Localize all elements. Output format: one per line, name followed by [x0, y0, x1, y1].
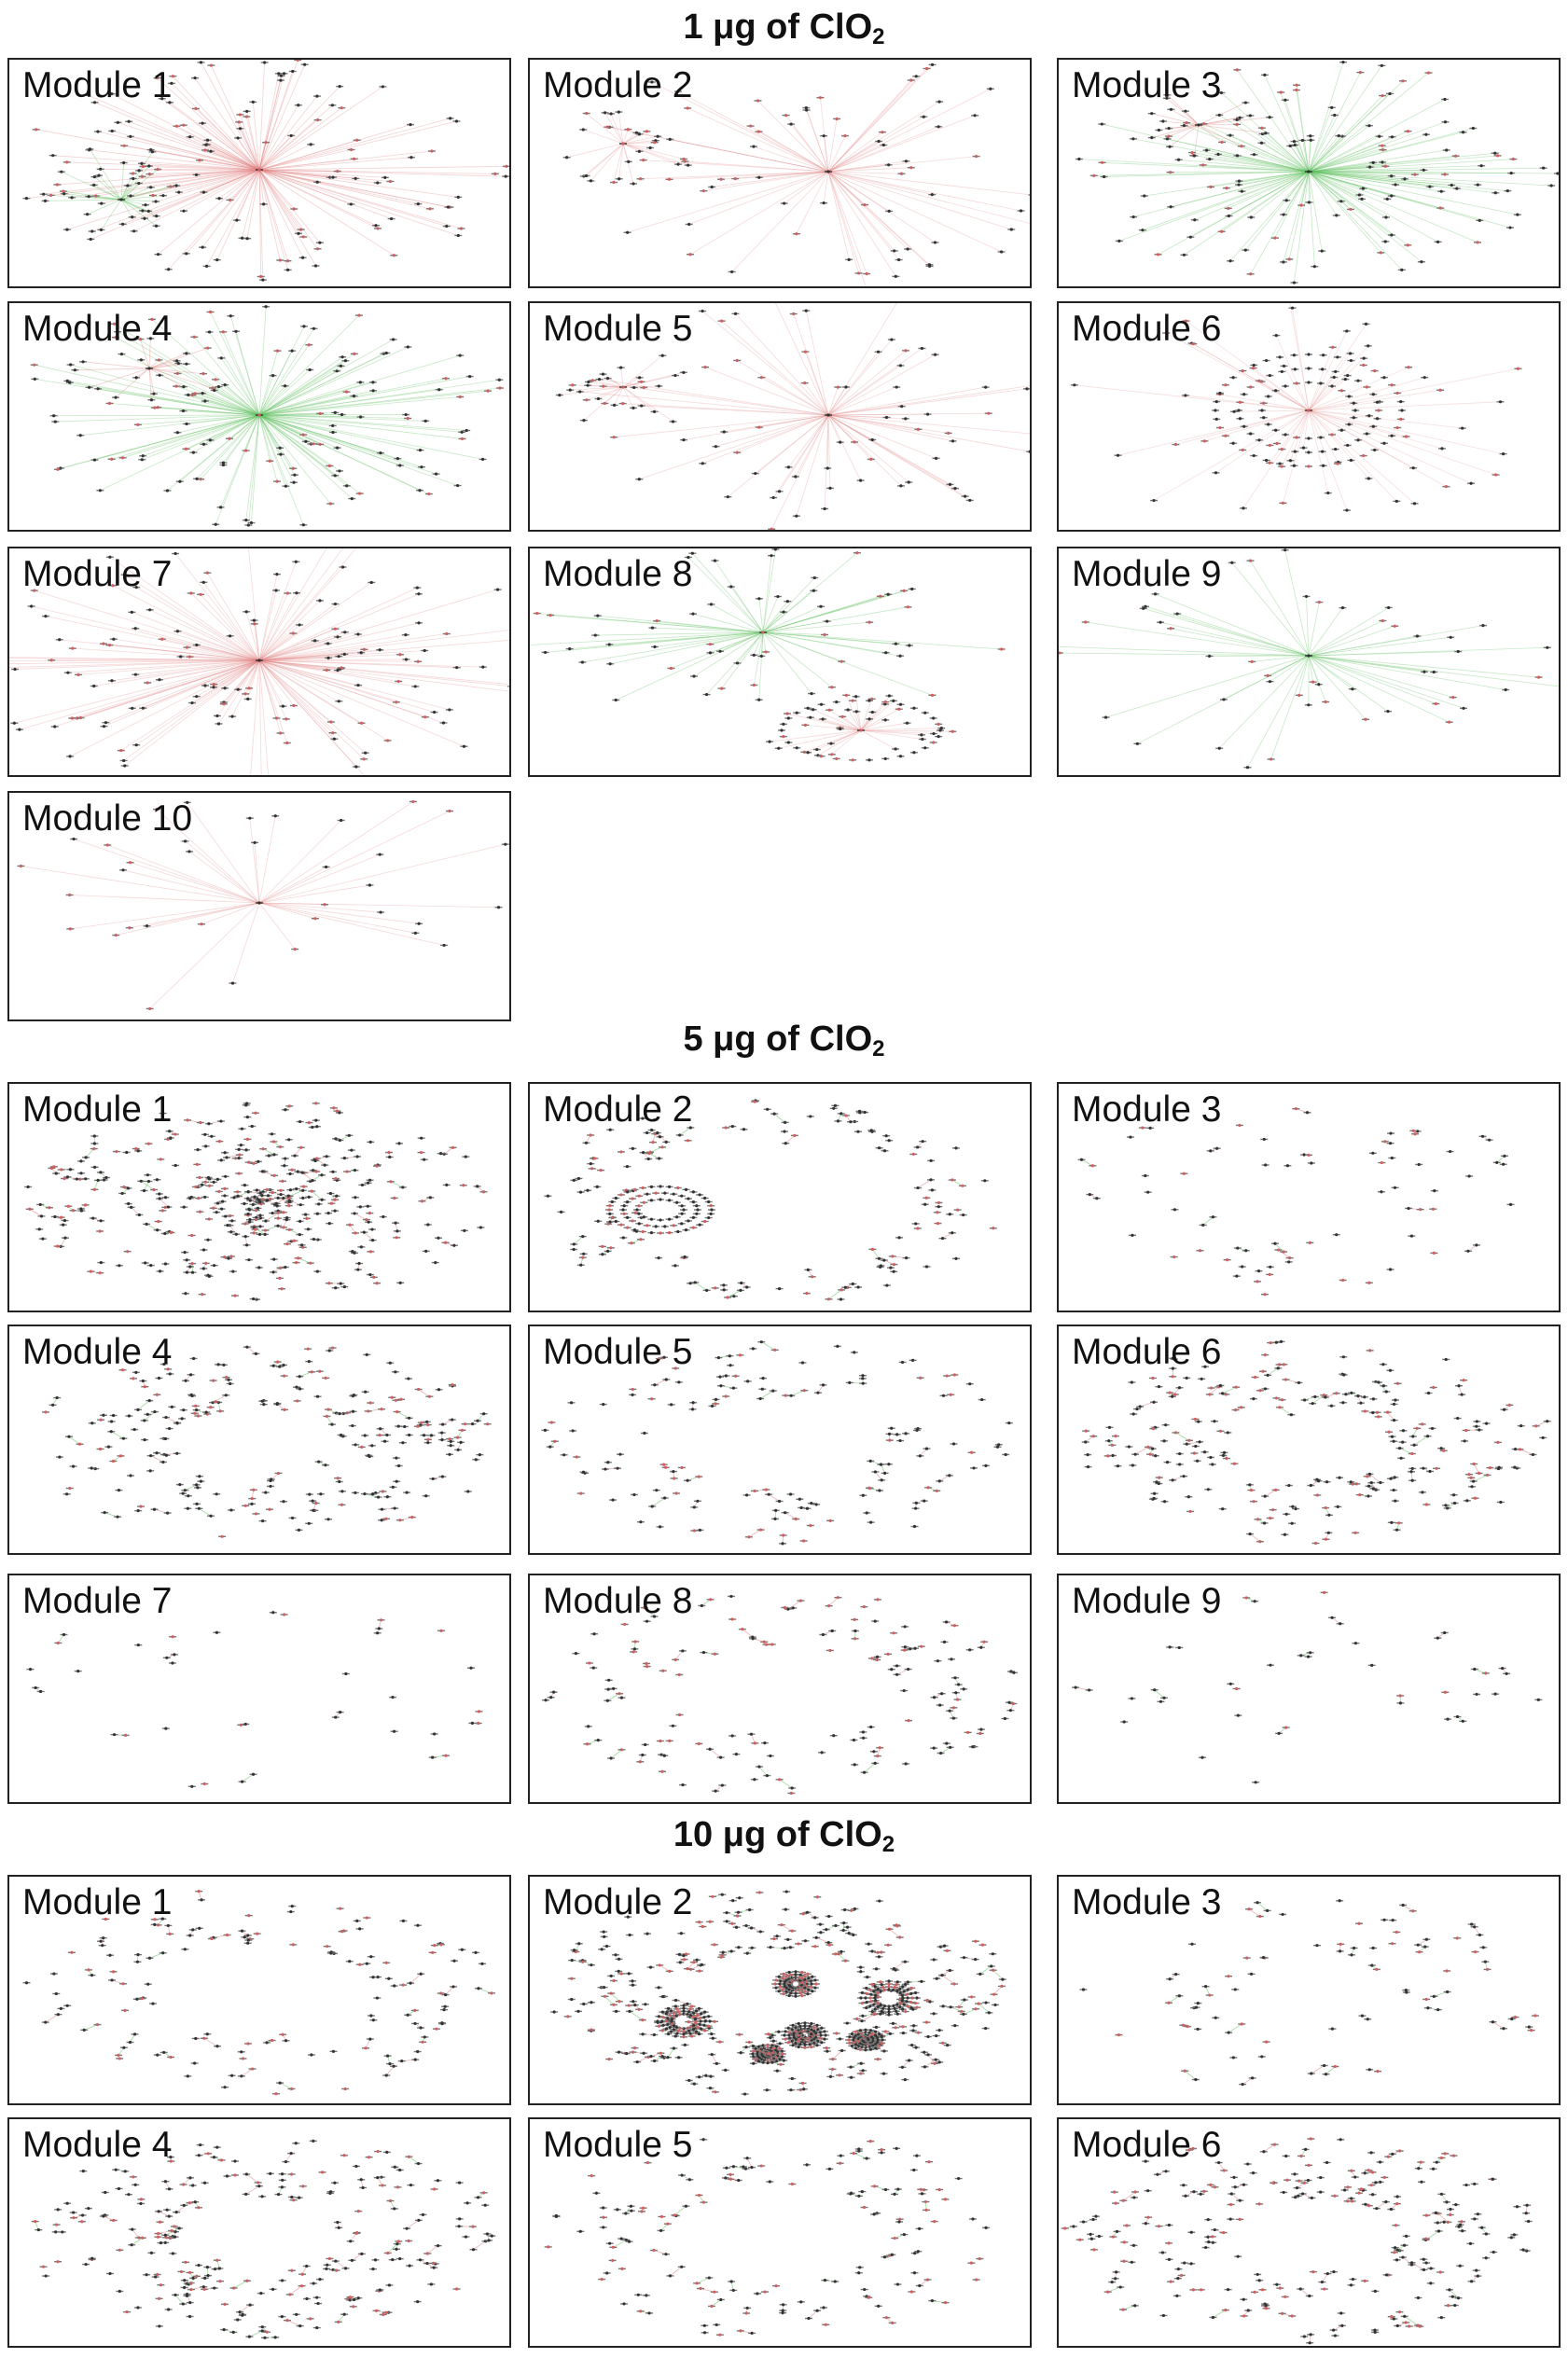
module-panel: Module 6 [1057, 301, 1561, 532]
network-graph [17, 799, 509, 1011]
module-label: Module 4 [22, 1332, 173, 1372]
module-label: Module 4 [22, 309, 173, 349]
module-panel: Module 5 [528, 301, 1032, 532]
network-graph [9, 548, 509, 775]
module-panel: Module 9 [1057, 1574, 1561, 1804]
module-label: Module 4 [22, 2125, 173, 2165]
network-graph [26, 1611, 483, 1788]
module-panel: Module 1 [7, 1875, 511, 2105]
section-title-10ug: 10 μg of ClO2 [673, 1815, 895, 1857]
module-panel: Module 7 [7, 1574, 511, 1804]
module-panel: Module 8 [528, 547, 1032, 777]
module-panel: Module 2 [528, 58, 1032, 288]
section-title-1ug: 1 μg of ClO2 [683, 7, 885, 49]
module-panel: Module 6 [1057, 1325, 1561, 1555]
section-title-5ug: 5 μg of ClO2 [683, 1019, 885, 1061]
module-panel: Module 4 [7, 1325, 511, 1555]
module-label: Module 9 [1072, 1581, 1222, 1621]
network-graph [1079, 1899, 1539, 2087]
network-graph [22, 60, 509, 282]
network-graph [22, 1890, 495, 2096]
module-label: Module 2 [543, 1882, 693, 1922]
module-panel: Module 3 [1057, 58, 1561, 288]
module-label: Module 3 [1072, 65, 1222, 105]
network-graph [555, 303, 1030, 530]
module-label: Module 10 [22, 798, 193, 839]
network-graph [24, 1102, 488, 1301]
module-panel: Module 8 [528, 1574, 1032, 1804]
network-graph [30, 305, 504, 527]
network-graph [1072, 1590, 1543, 1784]
network-graph [530, 548, 1006, 762]
module-label: Module 3 [1072, 1882, 1222, 1922]
module-panel: Module 6 [1057, 2117, 1561, 2348]
module-panel: Module 3 [1057, 1875, 1561, 2105]
module-label: Module 8 [543, 1581, 693, 1621]
network-graph [1075, 61, 1559, 284]
network-graph [1061, 2137, 1533, 2345]
network-graph [544, 2138, 991, 2337]
network-graph [550, 1890, 1006, 2096]
module-label: Module 6 [1072, 309, 1222, 349]
network-graph [31, 2139, 496, 2339]
module-label: Module 9 [1072, 554, 1222, 594]
module-label: Module 6 [1072, 2125, 1222, 2165]
module-panel: Module 9 [1057, 547, 1561, 777]
module-panel: Module 4 [7, 301, 511, 532]
network-graph [1070, 303, 1522, 512]
module-panel: Module 7 [7, 547, 511, 777]
module-panel: Module 1 [7, 58, 511, 288]
module-label: Module 1 [22, 65, 173, 105]
module-label: Module 5 [543, 1332, 693, 1372]
module-label: Module 8 [543, 554, 693, 594]
network-graph [544, 1099, 997, 1301]
module-label: Module 2 [543, 65, 693, 105]
network-graph [1081, 1339, 1551, 1546]
module-label: Module 5 [543, 2125, 693, 2165]
module-label: Module 5 [543, 309, 693, 349]
module-label: Module 6 [1072, 1332, 1222, 1372]
module-label: Module 7 [22, 554, 173, 594]
module-panel: Module 1 [7, 1082, 511, 1312]
module-panel: Module 10 [7, 791, 511, 1021]
module-panel: Module 3 [1057, 1082, 1561, 1312]
network-graph [1077, 1107, 1515, 1297]
module-panel: Module 2 [528, 1875, 1032, 2105]
module-label: Module 7 [22, 1581, 173, 1621]
module-label: Module 1 [22, 1089, 173, 1130]
module-panel: Module 2 [528, 1082, 1032, 1312]
module-label: Module 1 [22, 1882, 173, 1922]
module-panel: Module 5 [528, 2117, 1032, 2348]
network-graph [541, 1340, 1013, 1546]
network-graph [1059, 548, 1559, 770]
network-graph [41, 1345, 492, 1538]
module-label: Module 3 [1072, 1089, 1222, 1130]
module-panel: Module 5 [528, 1325, 1032, 1555]
network-graph [542, 1594, 1018, 1796]
network-graph [562, 62, 1030, 286]
module-panel: Module 4 [7, 2117, 511, 2348]
module-label: Module 2 [543, 1089, 693, 1130]
